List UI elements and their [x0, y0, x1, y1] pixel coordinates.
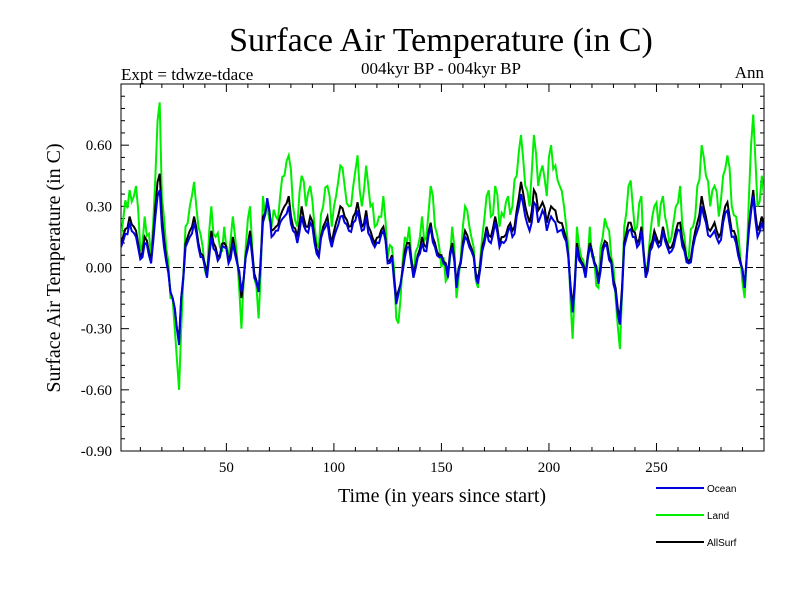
y-tick-label: -0.60 [81, 383, 112, 399]
x-tick-label: 150 [430, 460, 453, 476]
x-tick-label: 200 [538, 460, 561, 476]
x-tick-label: 50 [219, 460, 234, 476]
legend-label-ocean: Ocean [707, 484, 736, 495]
chart-title: Surface Air Temperature (in C) [229, 22, 653, 59]
period-label: Ann [735, 63, 765, 82]
series-line-ocean [121, 189, 764, 346]
y-tick-label: 0.30 [86, 199, 112, 215]
x-tick-label: 100 [323, 460, 346, 476]
y-tick-label: 0.00 [86, 261, 112, 277]
plot-area: 50 100 150 200 250 -0.90 -0.60 -0.30 0.00 0.30 0.6… [81, 83, 765, 476]
chart-subtitle: 004kyr BP - 004kyr BP [361, 59, 521, 78]
y-tick-label: -0.30 [81, 322, 112, 338]
x-tick-label: 250 [645, 460, 668, 476]
legend-label-land: Land [707, 511, 729, 522]
y-axis-label: Surface Air Temperature (in C) [43, 143, 65, 392]
y-tick-label: 0.60 [86, 138, 112, 154]
expt-label: Expt = tdwze-tdace [121, 65, 253, 84]
y-tick-label: -0.90 [81, 444, 112, 460]
legend-label-allsurf: AllSurf [707, 538, 737, 549]
x-axis-label: Time (in years since start) [338, 485, 546, 507]
legend: Ocean Land AllSurf [656, 484, 737, 549]
